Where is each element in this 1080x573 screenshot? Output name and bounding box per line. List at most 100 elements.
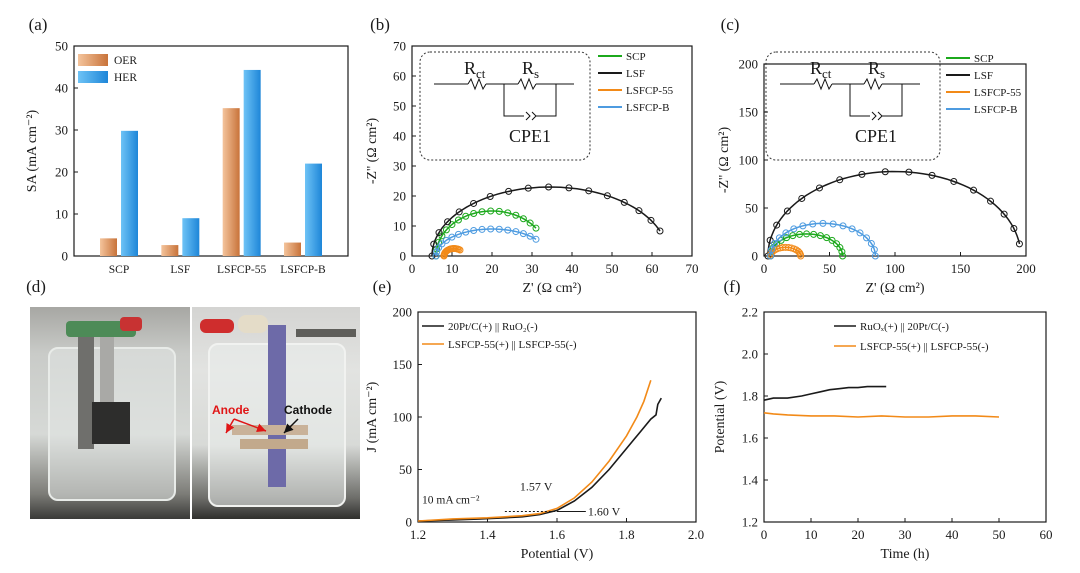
x-tick-label: 30 [526,261,539,276]
data-point [767,252,775,260]
data-point [438,240,446,248]
x-tick-label: LSFCP-B [280,264,326,276]
cathode-label: Cathode [284,403,332,417]
data-point [462,212,470,220]
electrolyzer-photo-right: Anode Cathode [192,307,360,519]
fit-line-1 [767,170,1021,257]
data-point [809,220,817,228]
data-point [585,187,593,195]
data-point [881,168,889,176]
legend-label: HER [114,72,137,84]
data-point [783,234,791,242]
annotation-160v: 1.60 V [588,505,621,519]
x-tick-label: 40 [946,527,959,542]
data-point [803,230,811,238]
legend-swatch [78,54,108,66]
x-tick-label: 1.8 [618,527,634,542]
y-tick-label: 100 [393,410,413,425]
data-point [526,219,534,227]
data-point [442,236,450,244]
data-point [620,198,628,206]
legend-label: LSFCP-55 [974,87,1022,99]
data-point [478,208,486,216]
x-tick-label: 0 [761,527,768,542]
x-axis-label: Potential (V) [521,547,594,562]
rct-label: Rct [810,58,832,81]
data-point [524,184,532,192]
data-point [1000,210,1008,218]
data-point [771,240,779,248]
data-point [456,246,464,254]
x-tick-label: 100 [885,261,905,276]
rs-label: Rs [522,58,539,81]
cpe-branch [503,84,557,117]
data-point [635,207,643,215]
x-tick-label: 150 [951,261,971,276]
panel-label-d: (d) [26,277,46,296]
data-point [462,228,470,236]
data-point [442,226,450,234]
annotation-current: 10 mA cm⁻² [422,495,480,507]
x-tick-label: 70 [686,261,699,276]
data-point [828,236,836,244]
y-tick-label: 50 [399,462,412,477]
y-tick-label: 200 [739,57,759,72]
data-point [495,225,503,233]
data-point [505,187,513,195]
data-point [863,234,871,242]
y-tick-label: 40 [55,81,68,96]
x-tick-label: 60 [646,261,659,276]
data-point [783,207,791,215]
legend-swatch [78,71,108,83]
y-tick-label: 0 [406,515,413,530]
y-tick-label: 40 [393,129,406,144]
data-point [766,236,774,244]
data-point [829,220,837,228]
data-point [504,226,512,234]
x-tick-label: 20 [852,527,865,542]
data-point [819,219,827,227]
data-point [867,240,875,248]
y-tick-label: 50 [393,99,406,114]
y-tick-label: 10 [393,219,406,234]
her-bar [243,69,261,256]
legend-label: LSF [974,70,993,82]
y-tick-label: 10 [55,207,68,222]
chart-f: 0 10 20 30 40 50 60 1.2 1.4 1.6 1.8 2.0 2.2 Time (h) P… [713,305,1053,563]
data-point [870,246,878,254]
x-tick-label: LSFCP-55 [217,264,266,276]
resistor-rct [813,77,833,91]
data-point [856,229,864,237]
cpe-label: CPE1 [855,126,897,146]
fit-line-3 [769,222,877,257]
data-point [790,225,798,233]
data-point [799,222,807,230]
data-point [532,224,540,232]
data-point [798,194,806,202]
legend-label: SCP [626,51,646,63]
data-point [435,229,443,237]
data-point [504,209,512,217]
y-tick-label: 1.6 [742,431,759,446]
data-point [428,252,436,260]
x-tick-label: 30 [899,527,912,542]
x-axis-label: Z' (Ω cm²) [522,281,581,296]
data-point [928,171,936,179]
y-tick-label: 1.2 [742,515,758,530]
data-point [848,225,856,233]
data-point [782,229,790,237]
data-point [565,184,573,192]
cpe-label: CPE1 [509,126,551,146]
her-bar [121,130,138,256]
circuit-inset [765,51,941,161]
cpe-branch [849,84,903,117]
plot-frame [411,45,693,257]
data-point [486,193,494,201]
data-point [1010,225,1018,233]
oer-bar [222,108,240,256]
x-tick-label: 2.0 [688,527,704,542]
y-tick-label: 150 [739,105,759,120]
anode-cathode-arrows [225,418,299,434]
annotation-157v: 1.57 V [520,480,553,494]
data-point [836,176,844,184]
